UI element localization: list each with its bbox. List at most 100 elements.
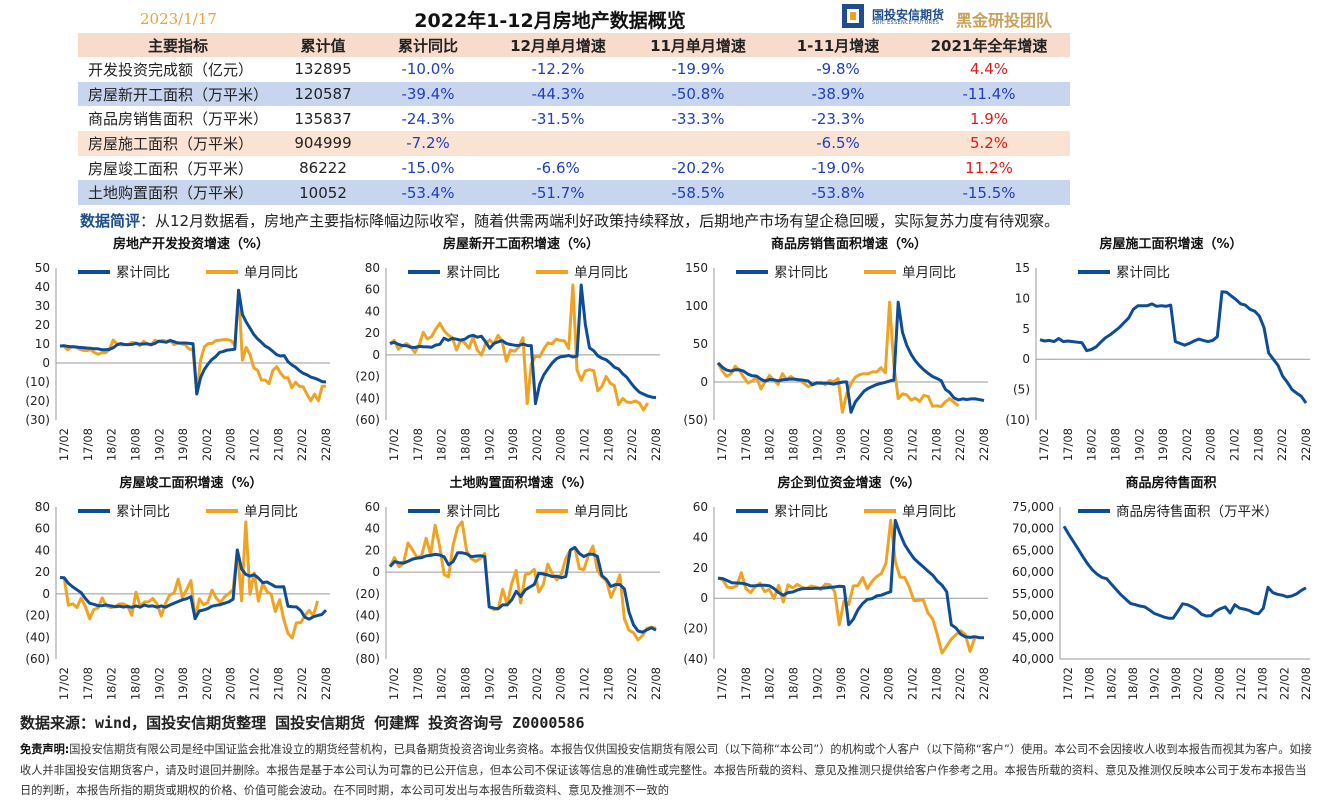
series-line-monthly bbox=[716, 300, 960, 414]
table-cell-y2021: 5.2% bbox=[908, 131, 1070, 156]
y-tick-label: 55,000 bbox=[1012, 587, 1054, 601]
chart-title: 商品房待售面积 bbox=[1125, 475, 1216, 491]
logo-mark-icon bbox=[842, 4, 864, 28]
x-tick-label: 17/08 bbox=[81, 428, 95, 461]
y-tick-label: (50) bbox=[683, 413, 708, 427]
y-tick-label: 10 bbox=[35, 337, 50, 351]
y-tick-label: (60) bbox=[355, 630, 380, 644]
x-tick-label: 22/08 bbox=[1299, 428, 1313, 461]
series-line-cumulative bbox=[1062, 525, 1307, 620]
logo-text: 国投安信期货 bbox=[872, 8, 945, 22]
y-tick-label: 20 bbox=[693, 561, 708, 575]
summary-label: 数据简评 bbox=[80, 212, 141, 230]
x-tick-label: 22/08 bbox=[649, 428, 663, 461]
table-cell-jan_nov: -38.9% bbox=[768, 81, 908, 107]
x-tick-label: 20/02 bbox=[530, 428, 544, 461]
x-tick-label: 19/02 bbox=[810, 667, 824, 700]
y-tick-label: 50 bbox=[693, 337, 708, 351]
x-tick-label: 21/02 bbox=[578, 428, 592, 461]
y-tick-label: 20 bbox=[365, 543, 380, 557]
x-tick-label: 20/08 bbox=[554, 667, 568, 700]
x-tick-label: 20/08 bbox=[1212, 667, 1226, 700]
x-tick-label: 22/08 bbox=[319, 667, 333, 700]
col-header: 12月单月增速 bbox=[488, 33, 628, 57]
table-cell-jan_nov: -53.8% bbox=[768, 180, 908, 206]
page-title: 2022年1-12月房地产数据概览 bbox=[414, 10, 686, 32]
table-cell-cum: 904999 bbox=[278, 131, 368, 156]
x-tick-label: 21/08 bbox=[1251, 428, 1265, 461]
x-tick-label: 18/02 bbox=[105, 667, 119, 700]
legend-label: 单月同比 bbox=[574, 265, 628, 281]
x-tick-label: 19/02 bbox=[810, 428, 824, 461]
x-tick-label: 22/08 bbox=[1299, 667, 1313, 700]
y-tick-label: (5) bbox=[1013, 383, 1030, 397]
indicator-table: 主要指标 累计值 累计同比 12月单月增速 11月单月增速 1-11月增速 20… bbox=[78, 33, 1070, 206]
legend-label: 商品房待售面积（万平米） bbox=[1116, 504, 1278, 520]
x-tick-label: 22/02 bbox=[1275, 428, 1289, 461]
col-header: 2021年全年增速 bbox=[908, 33, 1070, 57]
x-tick-label: 22/02 bbox=[625, 667, 639, 700]
table-cell-cum: 135837 bbox=[294, 109, 352, 128]
x-tick-label: 22/08 bbox=[319, 428, 333, 461]
chart-2: 商品房销售面积增速（%） 150 100 50 0 (50) 17/02 17/08 18/02… bbox=[683, 236, 991, 461]
x-tick-label: 18/02 bbox=[435, 667, 449, 700]
x-tick-label: 21/08 bbox=[271, 667, 285, 700]
table-cell-jan_nov: -9.8% bbox=[816, 60, 860, 79]
x-tick-label: 21/02 bbox=[578, 667, 592, 700]
x-tick-label: 17/02 bbox=[387, 667, 401, 700]
table-row: 商品房销售面积（万平米） 135837 -24.3% -31.5% -33.3% -23.… bbox=[78, 106, 1070, 131]
x-tick-label: 21/02 bbox=[906, 667, 920, 700]
x-tick-label: 20/02 bbox=[858, 428, 872, 461]
table-row: 土地购置面积（万平米） 10052 -53.4% -51.7% -58.5% -53.8%… bbox=[78, 180, 1070, 206]
y-tick-label: 60,000 bbox=[1012, 565, 1054, 579]
y-tick-label: 45,000 bbox=[1012, 630, 1054, 644]
y-tick-label: (30) bbox=[25, 413, 50, 427]
x-tick-label: 18/02 bbox=[435, 428, 449, 461]
table-cell-dec: -31.5% bbox=[531, 109, 585, 128]
y-tick-label: 75,000 bbox=[1012, 500, 1054, 514]
legend-label: 累计同比 bbox=[116, 265, 170, 281]
legend-label: 单月同比 bbox=[902, 504, 956, 520]
x-tick-label: 20/02 bbox=[858, 667, 872, 700]
y-tick-label: (40) bbox=[25, 630, 50, 644]
x-tick-label: 21/08 bbox=[601, 428, 615, 461]
table-cell-jan_nov: -6.5% bbox=[768, 131, 908, 156]
brand-logo: 国投安信期货 SDIC ESSENCE FUTURES 黑金研投团队 bbox=[842, 4, 1072, 30]
chart-5: 土地购置面积增速（%） 60 40 20 0 (20) (40) (60) (80) 17/02 1… bbox=[355, 475, 663, 700]
y-tick-label: 0 bbox=[700, 375, 708, 389]
disclaimer-title: 免责声明: bbox=[20, 743, 70, 756]
y-tick-label: 5 bbox=[1022, 322, 1030, 336]
table-cell-dec: -12.2% bbox=[531, 60, 585, 79]
y-tick-label: 80 bbox=[35, 500, 50, 514]
x-tick-label: 20/08 bbox=[554, 428, 568, 461]
x-tick-label: 19/02 bbox=[152, 428, 166, 461]
data-summary: 数据简评：从12月数据看，房地产主要指标降幅边际收窄，随着供需两端利好政策持续释… bbox=[80, 210, 1059, 231]
table-cell-y2021: 11.2% bbox=[965, 159, 1013, 178]
y-tick-label: 60 bbox=[365, 500, 380, 514]
table-cell-yoy: -15.0% bbox=[401, 159, 455, 178]
x-tick-label: 18/08 bbox=[458, 667, 472, 700]
table-header-row: 主要指标 累计值 累计同比 12月单月增速 11月单月增速 1-11月增速 20… bbox=[78, 33, 1070, 57]
y-tick-label: (20) bbox=[355, 370, 380, 384]
series-line-monthly bbox=[59, 520, 320, 640]
data-source: 数据来源：wind，国投安信期货整理 国投安信期货 何建辉 投资咨询号 Z000… bbox=[20, 714, 585, 732]
x-tick-label: 18/08 bbox=[458, 428, 472, 461]
x-tick-label: 19/08 bbox=[176, 667, 190, 700]
x-tick-label: 21/02 bbox=[906, 428, 920, 461]
x-tick-label: 22/08 bbox=[649, 667, 663, 700]
x-tick-label: 21/02 bbox=[1234, 667, 1248, 700]
x-tick-label: 17/08 bbox=[739, 428, 753, 461]
x-tick-label: 17/08 bbox=[411, 667, 425, 700]
x-tick-label: 18/02 bbox=[1104, 667, 1118, 700]
legend-label: 累计同比 bbox=[116, 504, 170, 520]
disclaimer-text: 国投安信期货有限公司是经中国证监会批准设立的期货经营机构，已具备期货投资咨询业务… bbox=[20, 743, 1312, 797]
legend-label: 单月同比 bbox=[244, 504, 298, 520]
x-tick-label: 22/02 bbox=[953, 667, 967, 700]
x-tick-label: 22/02 bbox=[295, 667, 309, 700]
chart-7: 商品房待售面积 75,000 70,000 65,000 60,000 55,000 50,… bbox=[1012, 475, 1313, 700]
y-tick-label: (20) bbox=[355, 587, 380, 601]
col-header: 主要指标 bbox=[78, 33, 278, 57]
table-cell-cum: 132895 bbox=[294, 60, 352, 79]
x-tick-label: 19/08 bbox=[176, 428, 190, 461]
table-cell-name: 商品房销售面积（万平米） bbox=[88, 110, 269, 129]
